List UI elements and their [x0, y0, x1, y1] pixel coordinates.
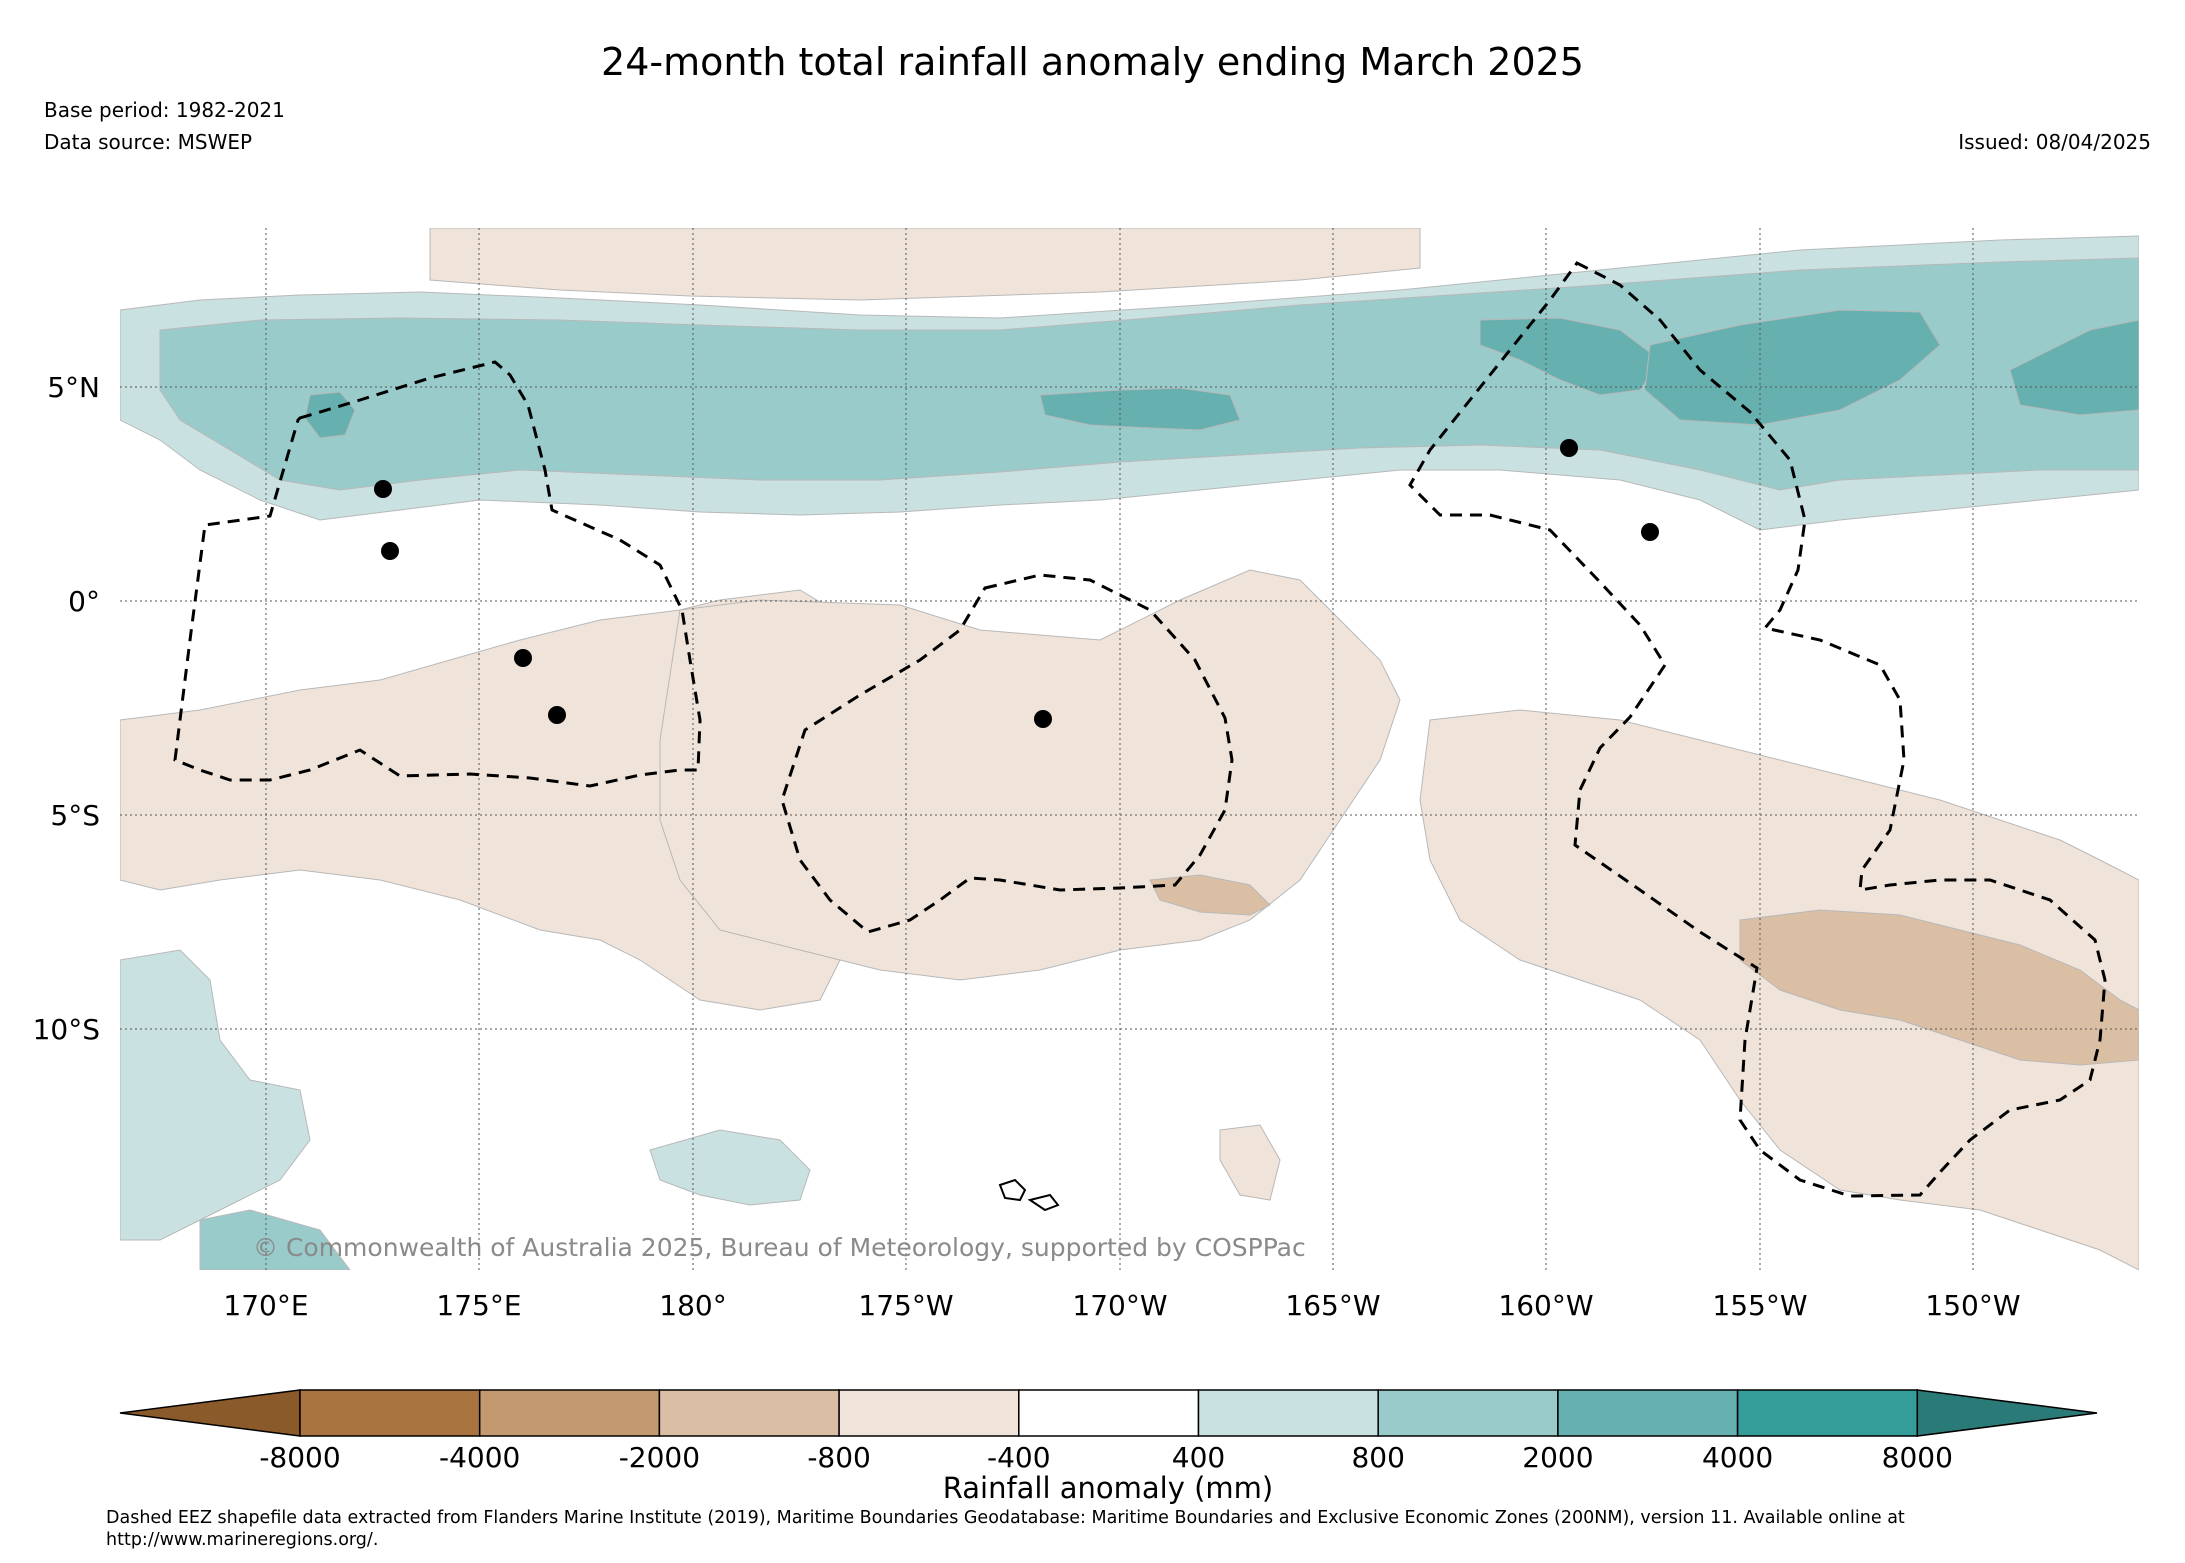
colorbar-tick-label: 8000	[1882, 1441, 1953, 1474]
lon-tick-label: 175°E	[436, 1289, 521, 1322]
colorbar-tick-label: 4000	[1702, 1441, 1773, 1474]
colorbar-segment	[838, 1389, 1020, 1437]
base-period-note: Base period: 1982-2021	[44, 98, 285, 122]
colorbar-segment	[299, 1389, 481, 1437]
lat-tick-label: 10°S	[33, 1013, 100, 1046]
dry-region-north	[429, 228, 1421, 301]
colorbar-tick-label: -4000	[439, 1441, 520, 1474]
map-title: 24-month total rainfall anomaly ending M…	[601, 40, 1584, 84]
lon-tick-label: 160°W	[1498, 1289, 1593, 1322]
eez-boundaries	[173, 261, 2107, 1198]
lat-tick-label: 0°	[68, 585, 100, 618]
eez-phoenix	[780, 573, 1234, 934]
eez-line-islands-north	[1408, 261, 2107, 1198]
lat-tick-label: 5°S	[50, 799, 100, 832]
colorbar-tick-label: -8000	[259, 1441, 340, 1474]
wet-patch-strong-far-east	[1644, 309, 1941, 426]
data-source-note: Data source: MSWEP	[44, 130, 253, 154]
colorbar-tick-label: 2000	[1522, 1441, 1593, 1474]
lon-tick-label: 175°W	[858, 1289, 953, 1322]
samoa-islands-outline	[998, 1178, 1060, 1212]
anomaly-fields	[120, 228, 2139, 1270]
colorbar-tick-label: 400	[1172, 1441, 1225, 1474]
colorbar-extend-low	[119, 1389, 301, 1437]
colorbar-tick-label: -400	[987, 1441, 1051, 1474]
dry-patch-central-medium	[1149, 874, 1271, 916]
lon-tick-label: 170°W	[1072, 1289, 1167, 1322]
wet-patch-strong-central	[1039, 387, 1241, 431]
island-marker	[548, 706, 566, 724]
lon-tick-label: 150°W	[1925, 1289, 2020, 1322]
lon-tick-label: 165°W	[1285, 1289, 1380, 1322]
island-marker	[1560, 439, 1578, 457]
lon-tick-label: 155°W	[1712, 1289, 1807, 1322]
gridlines	[120, 228, 2139, 1270]
wet-region-south-corner	[199, 1209, 351, 1270]
colorbar-tick-label: 800	[1351, 1441, 1404, 1474]
island-marker	[514, 649, 532, 667]
dry-patch-southeast-medium	[1739, 909, 2139, 1066]
wet-region-southwest	[120, 949, 311, 1241]
colorbar-tick-label: -800	[807, 1441, 871, 1474]
colorbar-tick-label: -2000	[619, 1441, 700, 1474]
colorbar-tick-labels: -8000 -4000 -2000 -800 -400 400 800 2000 4000 800…	[259, 1441, 1953, 1474]
eez-footnote: Dashed EEZ shapefile data extracted from…	[106, 1508, 1905, 1550]
islands	[374, 439, 1659, 1212]
island-marker	[381, 542, 399, 560]
copyright-note: © Commonwealth of Australia 2025, Bureau…	[253, 1233, 1306, 1262]
island-marker	[1034, 710, 1052, 728]
colorbar-segment	[1377, 1389, 1559, 1437]
wet-region-south-central	[649, 1129, 811, 1206]
issued-date: Issued: 08/04/2025	[1958, 130, 2151, 154]
colorbar-segment	[658, 1389, 840, 1437]
colorbar-segment	[1557, 1389, 1739, 1437]
lon-tick-label: 180°	[659, 1289, 726, 1322]
island-marker	[374, 480, 392, 498]
colorbar-segment	[1197, 1389, 1379, 1437]
dry-patch-south-1	[1219, 1124, 1281, 1201]
wet-patch-strong-east	[1479, 317, 1661, 396]
lat-tick-labels: 5°N 0° 5°S 10°S	[33, 371, 100, 1046]
wet-band-medium	[159, 257, 2139, 491]
island-marker	[1641, 523, 1659, 541]
colorbar-segment	[1018, 1389, 1200, 1437]
colorbar-label: Rainfall anomaly (mm)	[943, 1471, 1274, 1505]
colorbar-segment	[478, 1389, 661, 1437]
lon-tick-label: 170°E	[223, 1289, 308, 1322]
wet-patch-strong-edge	[2009, 319, 2139, 416]
lon-tick-labels: 170°E 175°E 180° 175°W 170°W 165°W 160°W…	[223, 1289, 2020, 1322]
lat-tick-label: 5°N	[47, 371, 100, 404]
eez-kiribati-gilbert	[173, 360, 702, 788]
colorbar-segment	[1736, 1389, 1919, 1437]
colorbar-extend-high	[1916, 1389, 2098, 1437]
colorbar-segments	[119, 1389, 2098, 1437]
